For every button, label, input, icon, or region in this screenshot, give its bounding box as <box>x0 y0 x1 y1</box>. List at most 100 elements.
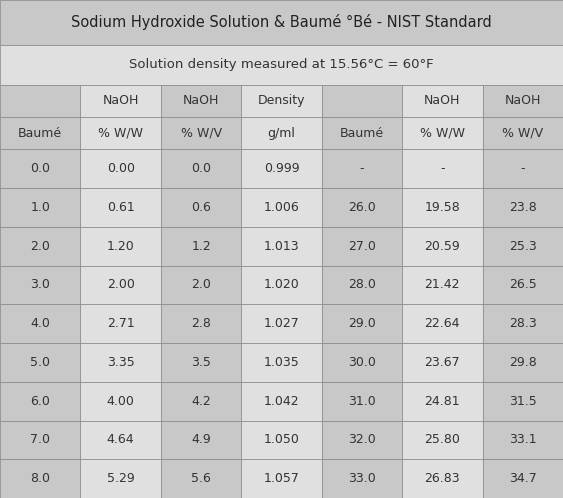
FancyBboxPatch shape <box>482 343 563 382</box>
FancyBboxPatch shape <box>81 304 161 343</box>
FancyBboxPatch shape <box>402 304 482 343</box>
Text: 29.8: 29.8 <box>509 356 537 369</box>
FancyBboxPatch shape <box>321 265 402 304</box>
Text: 28.0: 28.0 <box>348 278 376 291</box>
FancyBboxPatch shape <box>161 304 242 343</box>
FancyBboxPatch shape <box>242 85 321 117</box>
Text: Density: Density <box>258 94 305 108</box>
Text: 25.80: 25.80 <box>425 433 461 446</box>
FancyBboxPatch shape <box>242 188 321 227</box>
FancyBboxPatch shape <box>0 85 81 117</box>
Text: 1.006: 1.006 <box>263 201 300 214</box>
Text: 2.00: 2.00 <box>107 278 135 291</box>
FancyBboxPatch shape <box>321 304 402 343</box>
FancyBboxPatch shape <box>482 85 563 117</box>
FancyBboxPatch shape <box>482 149 563 188</box>
FancyBboxPatch shape <box>161 227 242 265</box>
FancyBboxPatch shape <box>81 227 161 265</box>
Text: NaOH: NaOH <box>504 94 541 108</box>
Text: 1.035: 1.035 <box>263 356 300 369</box>
Text: 28.3: 28.3 <box>509 317 537 330</box>
Text: 23.67: 23.67 <box>425 356 460 369</box>
FancyBboxPatch shape <box>81 420 161 459</box>
FancyBboxPatch shape <box>161 343 242 382</box>
Text: NaOH: NaOH <box>102 94 139 108</box>
FancyBboxPatch shape <box>321 227 402 265</box>
Text: 7.0: 7.0 <box>30 433 50 446</box>
Text: % W/V: % W/V <box>502 126 543 140</box>
Text: Sodium Hydroxide Solution & Baumé °Bé - NIST Standard: Sodium Hydroxide Solution & Baumé °Bé - … <box>71 14 492 30</box>
Text: 4.64: 4.64 <box>107 433 135 446</box>
FancyBboxPatch shape <box>0 420 81 459</box>
FancyBboxPatch shape <box>81 85 161 117</box>
FancyBboxPatch shape <box>402 85 482 117</box>
Text: Solution density measured at 15.56°C = 60°F: Solution density measured at 15.56°C = 6… <box>129 58 434 71</box>
Text: 30.0: 30.0 <box>348 356 376 369</box>
Text: 33.1: 33.1 <box>509 433 537 446</box>
FancyBboxPatch shape <box>482 117 563 149</box>
FancyBboxPatch shape <box>0 343 81 382</box>
FancyBboxPatch shape <box>482 420 563 459</box>
FancyBboxPatch shape <box>161 420 242 459</box>
FancyBboxPatch shape <box>321 149 402 188</box>
Text: Baumé: Baumé <box>340 126 384 140</box>
FancyBboxPatch shape <box>321 459 402 498</box>
Text: 27.0: 27.0 <box>348 240 376 252</box>
FancyBboxPatch shape <box>242 227 321 265</box>
FancyBboxPatch shape <box>81 265 161 304</box>
FancyBboxPatch shape <box>321 382 402 420</box>
Text: 3.5: 3.5 <box>191 356 211 369</box>
Text: 5.6: 5.6 <box>191 472 211 485</box>
Text: 1.020: 1.020 <box>263 278 300 291</box>
FancyBboxPatch shape <box>0 304 81 343</box>
Text: 23.8: 23.8 <box>509 201 537 214</box>
Text: 4.2: 4.2 <box>191 395 211 408</box>
FancyBboxPatch shape <box>161 459 242 498</box>
Text: 21.42: 21.42 <box>425 278 460 291</box>
Text: 1.0: 1.0 <box>30 201 50 214</box>
Text: 3.0: 3.0 <box>30 278 50 291</box>
FancyBboxPatch shape <box>482 382 563 420</box>
FancyBboxPatch shape <box>242 459 321 498</box>
Text: NaOH: NaOH <box>424 94 461 108</box>
FancyBboxPatch shape <box>0 227 81 265</box>
FancyBboxPatch shape <box>482 459 563 498</box>
Text: 4.9: 4.9 <box>191 433 211 446</box>
Text: 31.5: 31.5 <box>509 395 537 408</box>
FancyBboxPatch shape <box>321 85 402 117</box>
FancyBboxPatch shape <box>81 343 161 382</box>
FancyBboxPatch shape <box>242 382 321 420</box>
Text: 8.0: 8.0 <box>30 472 50 485</box>
Text: 19.58: 19.58 <box>425 201 460 214</box>
FancyBboxPatch shape <box>0 149 81 188</box>
FancyBboxPatch shape <box>0 382 81 420</box>
FancyBboxPatch shape <box>242 117 321 149</box>
Text: 34.7: 34.7 <box>509 472 537 485</box>
FancyBboxPatch shape <box>482 188 563 227</box>
Text: 1.013: 1.013 <box>263 240 300 252</box>
FancyBboxPatch shape <box>161 188 242 227</box>
Text: 24.81: 24.81 <box>425 395 460 408</box>
Text: 26.5: 26.5 <box>509 278 537 291</box>
FancyBboxPatch shape <box>161 265 242 304</box>
FancyBboxPatch shape <box>161 117 242 149</box>
Text: 1.057: 1.057 <box>263 472 300 485</box>
FancyBboxPatch shape <box>161 382 242 420</box>
FancyBboxPatch shape <box>161 85 242 117</box>
Text: g/ml: g/ml <box>267 126 296 140</box>
Text: 3.35: 3.35 <box>107 356 135 369</box>
FancyBboxPatch shape <box>0 265 81 304</box>
Text: 32.0: 32.0 <box>348 433 376 446</box>
Text: 1.027: 1.027 <box>263 317 300 330</box>
FancyBboxPatch shape <box>81 149 161 188</box>
Text: 0.6: 0.6 <box>191 201 211 214</box>
FancyBboxPatch shape <box>0 188 81 227</box>
Text: 1.050: 1.050 <box>263 433 300 446</box>
FancyBboxPatch shape <box>0 459 81 498</box>
FancyBboxPatch shape <box>402 382 482 420</box>
Text: 0.0: 0.0 <box>30 162 50 175</box>
Text: 4.0: 4.0 <box>30 317 50 330</box>
FancyBboxPatch shape <box>242 304 321 343</box>
FancyBboxPatch shape <box>402 188 482 227</box>
FancyBboxPatch shape <box>242 265 321 304</box>
